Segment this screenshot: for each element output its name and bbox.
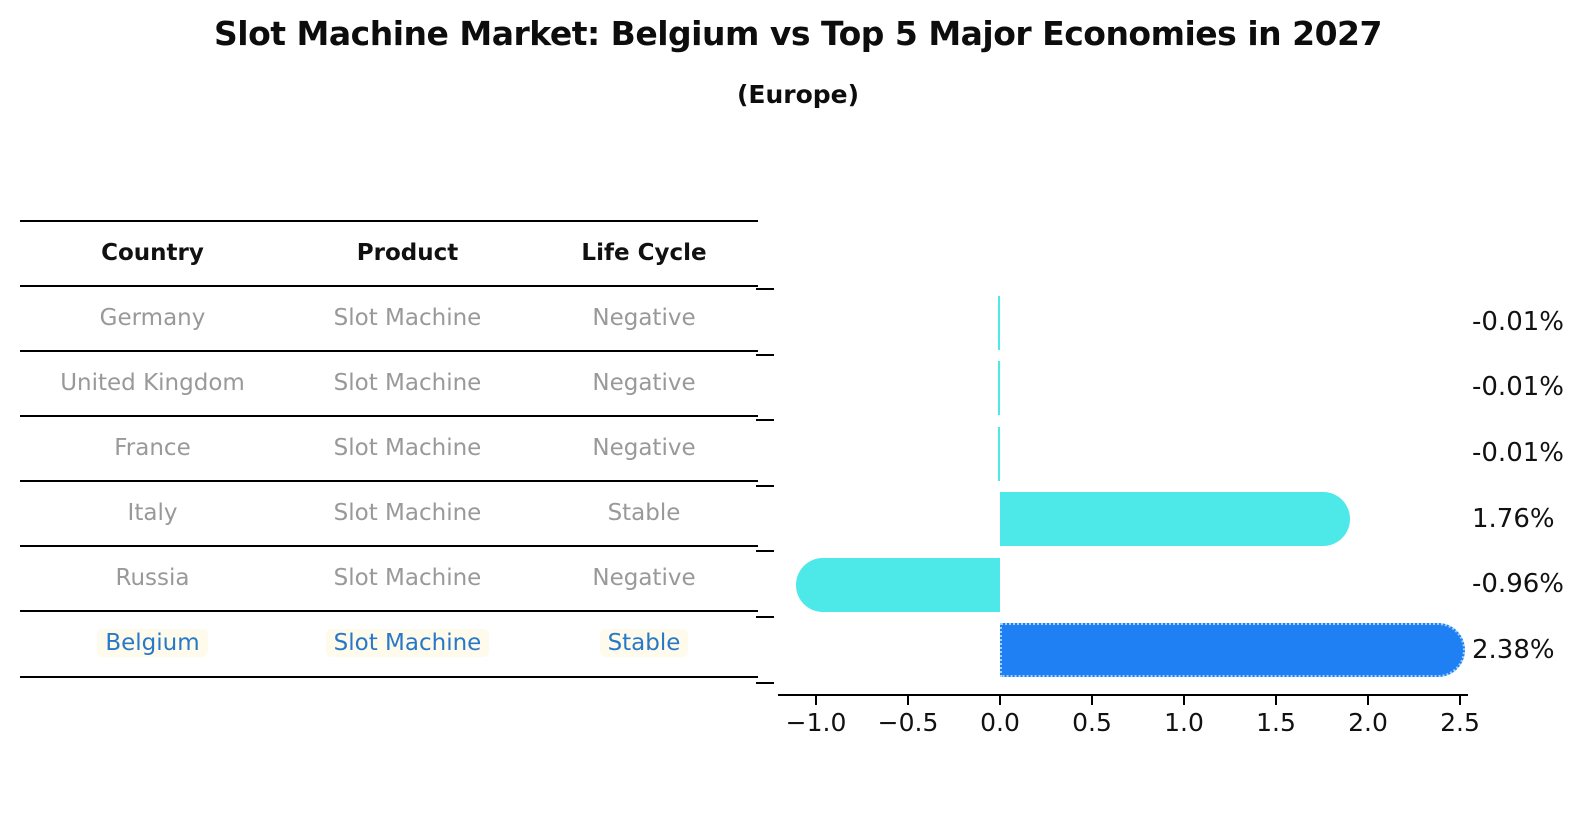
x-tick (999, 696, 1001, 705)
x-tick-label: −1.0 (785, 708, 847, 737)
table-divider (20, 610, 758, 612)
cell-country: United Kingdom (60, 369, 245, 396)
value-label-russia: -0.96% (1472, 569, 1564, 599)
table-row-russia: Russia Slot Machine Negative (20, 545, 758, 610)
cell-life-cycle: Negative (592, 564, 696, 591)
cell-product: Slot Machine (333, 434, 482, 461)
cell-life-cycle: Stable (607, 499, 681, 526)
x-tick (1275, 696, 1277, 705)
column-header-product: Product (356, 239, 459, 266)
table-divider (20, 285, 758, 287)
y-tick (756, 616, 774, 618)
table-row-united-kingdom: United Kingdom Slot Machine Negative (20, 350, 758, 415)
cell-life-cycle: Negative (592, 369, 696, 396)
table-row-belgium: Belgium Slot Machine Stable (20, 610, 758, 676)
x-tick-label: 1.5 (1256, 708, 1296, 737)
x-tick-label: 2.0 (1348, 708, 1388, 737)
table-divider (20, 545, 758, 547)
column-header-country: Country (101, 239, 204, 266)
cell-country: Russia (115, 564, 190, 591)
y-tick (756, 682, 774, 684)
table-divider (20, 480, 758, 482)
chart-subtitle: (Europe) (736, 80, 860, 109)
x-tick-label: 0.5 (1072, 708, 1112, 737)
cell-product: Slot Machine (333, 304, 482, 331)
bar-italy (1000, 492, 1350, 546)
y-tick (756, 288, 774, 290)
x-tick (1183, 696, 1185, 705)
x-tick-label: 0.0 (980, 708, 1020, 737)
cell-country: Italy (127, 499, 178, 526)
table-header-row: Country Product Life Cycle (20, 220, 758, 285)
cell-product: Slot Machine (333, 369, 482, 396)
value-label-france: -0.01% (1472, 438, 1564, 468)
value-label-germany: -0.01% (1472, 307, 1564, 337)
value-label-italy: 1.76% (1472, 504, 1555, 534)
bar-united-kingdom (998, 361, 1000, 415)
y-tick (756, 354, 774, 356)
cell-country: France (114, 434, 191, 461)
x-tick (1091, 696, 1093, 705)
x-tick-label: 2.5 (1440, 708, 1480, 737)
x-tick (1459, 696, 1461, 705)
chart-title: Slot Machine Market: Belgium vs Top 5 Ma… (214, 14, 1382, 53)
y-tick (756, 550, 774, 552)
table-divider (20, 350, 758, 352)
cell-product: Slot Machine (333, 499, 482, 526)
x-tick (1367, 696, 1369, 705)
table-divider (20, 220, 758, 222)
x-tick-label: 1.0 (1164, 708, 1204, 737)
table-divider (20, 415, 758, 417)
table-row-germany: Germany Slot Machine Negative (20, 285, 758, 350)
cell-product: Slot Machine (285, 629, 530, 657)
bar-russia (796, 558, 1000, 612)
value-label-united-kingdom: -0.01% (1472, 372, 1564, 402)
table-divider (20, 676, 758, 678)
cell-country: Belgium (20, 629, 285, 657)
y-tick (756, 485, 774, 487)
cell-country: Germany (99, 304, 206, 331)
y-tick (756, 419, 774, 421)
x-axis-line (778, 694, 1468, 696)
value-label-belgium: 2.38% (1472, 635, 1555, 665)
x-tick (907, 696, 909, 705)
cell-life-cycle: Negative (592, 434, 696, 461)
cell-life-cycle: Stable (530, 629, 758, 657)
bar-germany (998, 296, 1000, 350)
x-tick (815, 696, 817, 705)
table-row-italy: Italy Slot Machine Stable (20, 480, 758, 545)
table-row-france: France Slot Machine Negative (20, 415, 758, 480)
cell-product: Slot Machine (333, 564, 482, 591)
bar-belgium (1000, 623, 1465, 677)
bar-france (998, 427, 1000, 481)
column-header-life-cycle: Life Cycle (581, 239, 707, 266)
cell-life-cycle: Negative (592, 304, 696, 331)
x-tick-label: −0.5 (877, 708, 939, 737)
